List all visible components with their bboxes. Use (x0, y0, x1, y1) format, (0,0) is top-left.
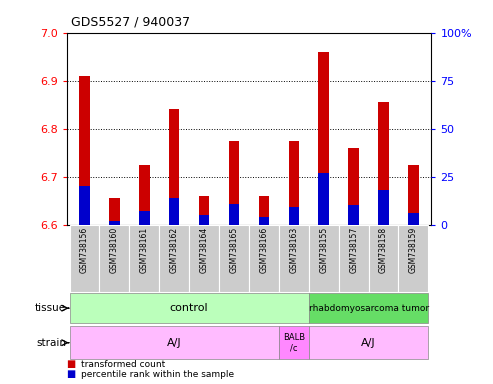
Bar (169, 198, 179, 225)
Bar (369, 225, 398, 292)
Text: GSM738166: GSM738166 (259, 227, 268, 273)
Bar (259, 196, 269, 225)
Bar (288, 141, 299, 225)
Bar (309, 326, 428, 359)
Bar (408, 213, 419, 225)
Bar (70, 225, 100, 292)
Text: GSM738164: GSM738164 (200, 227, 209, 273)
Text: GSM738156: GSM738156 (80, 227, 89, 273)
Text: strain: strain (36, 338, 66, 348)
Bar (70, 326, 279, 359)
Bar (129, 225, 159, 292)
Bar (378, 190, 389, 225)
Bar (259, 217, 269, 225)
Bar (339, 225, 369, 292)
Text: A/J: A/J (361, 338, 376, 348)
Text: GSM738155: GSM738155 (319, 227, 328, 273)
Text: GSM738163: GSM738163 (289, 227, 298, 273)
Bar (199, 196, 210, 225)
Bar (309, 225, 339, 292)
Text: GSM738165: GSM738165 (230, 227, 239, 273)
Bar (408, 165, 419, 225)
Bar (279, 225, 309, 292)
Bar (318, 173, 329, 225)
Text: GDS5527 / 940037: GDS5527 / 940037 (71, 16, 191, 29)
Bar (349, 148, 359, 225)
Bar (100, 225, 129, 292)
Bar (79, 186, 90, 225)
Bar (249, 225, 279, 292)
Bar (378, 102, 389, 225)
Bar (219, 225, 249, 292)
Bar (109, 198, 120, 225)
Bar (318, 52, 329, 225)
Bar (309, 293, 428, 323)
Text: rhabdomyosarcoma tumor: rhabdomyosarcoma tumor (309, 304, 428, 313)
Text: GSM738158: GSM738158 (379, 227, 388, 273)
Text: tissue: tissue (35, 303, 66, 313)
Bar (398, 225, 428, 292)
Text: transformed count: transformed count (81, 360, 166, 369)
Text: BALB
/c: BALB /c (283, 333, 305, 353)
Bar (229, 141, 239, 225)
Text: A/J: A/J (167, 338, 181, 348)
Bar (159, 225, 189, 292)
Bar (199, 215, 210, 225)
Bar (189, 225, 219, 292)
Bar (109, 221, 120, 225)
Bar (70, 293, 309, 323)
Text: GSM738161: GSM738161 (140, 227, 149, 273)
Text: GSM738157: GSM738157 (349, 227, 358, 273)
Bar (169, 109, 179, 225)
Text: GSM738162: GSM738162 (170, 227, 178, 273)
Bar (288, 207, 299, 225)
Bar (279, 326, 309, 359)
Text: GSM738160: GSM738160 (110, 227, 119, 273)
Bar (229, 204, 239, 225)
Text: ■: ■ (67, 369, 76, 379)
Bar (79, 76, 90, 225)
Bar (139, 211, 149, 225)
Text: control: control (170, 303, 209, 313)
Text: percentile rank within the sample: percentile rank within the sample (81, 371, 235, 379)
Bar (349, 205, 359, 225)
Text: GSM738159: GSM738159 (409, 227, 418, 273)
Bar (139, 165, 149, 225)
Text: ■: ■ (67, 359, 76, 369)
